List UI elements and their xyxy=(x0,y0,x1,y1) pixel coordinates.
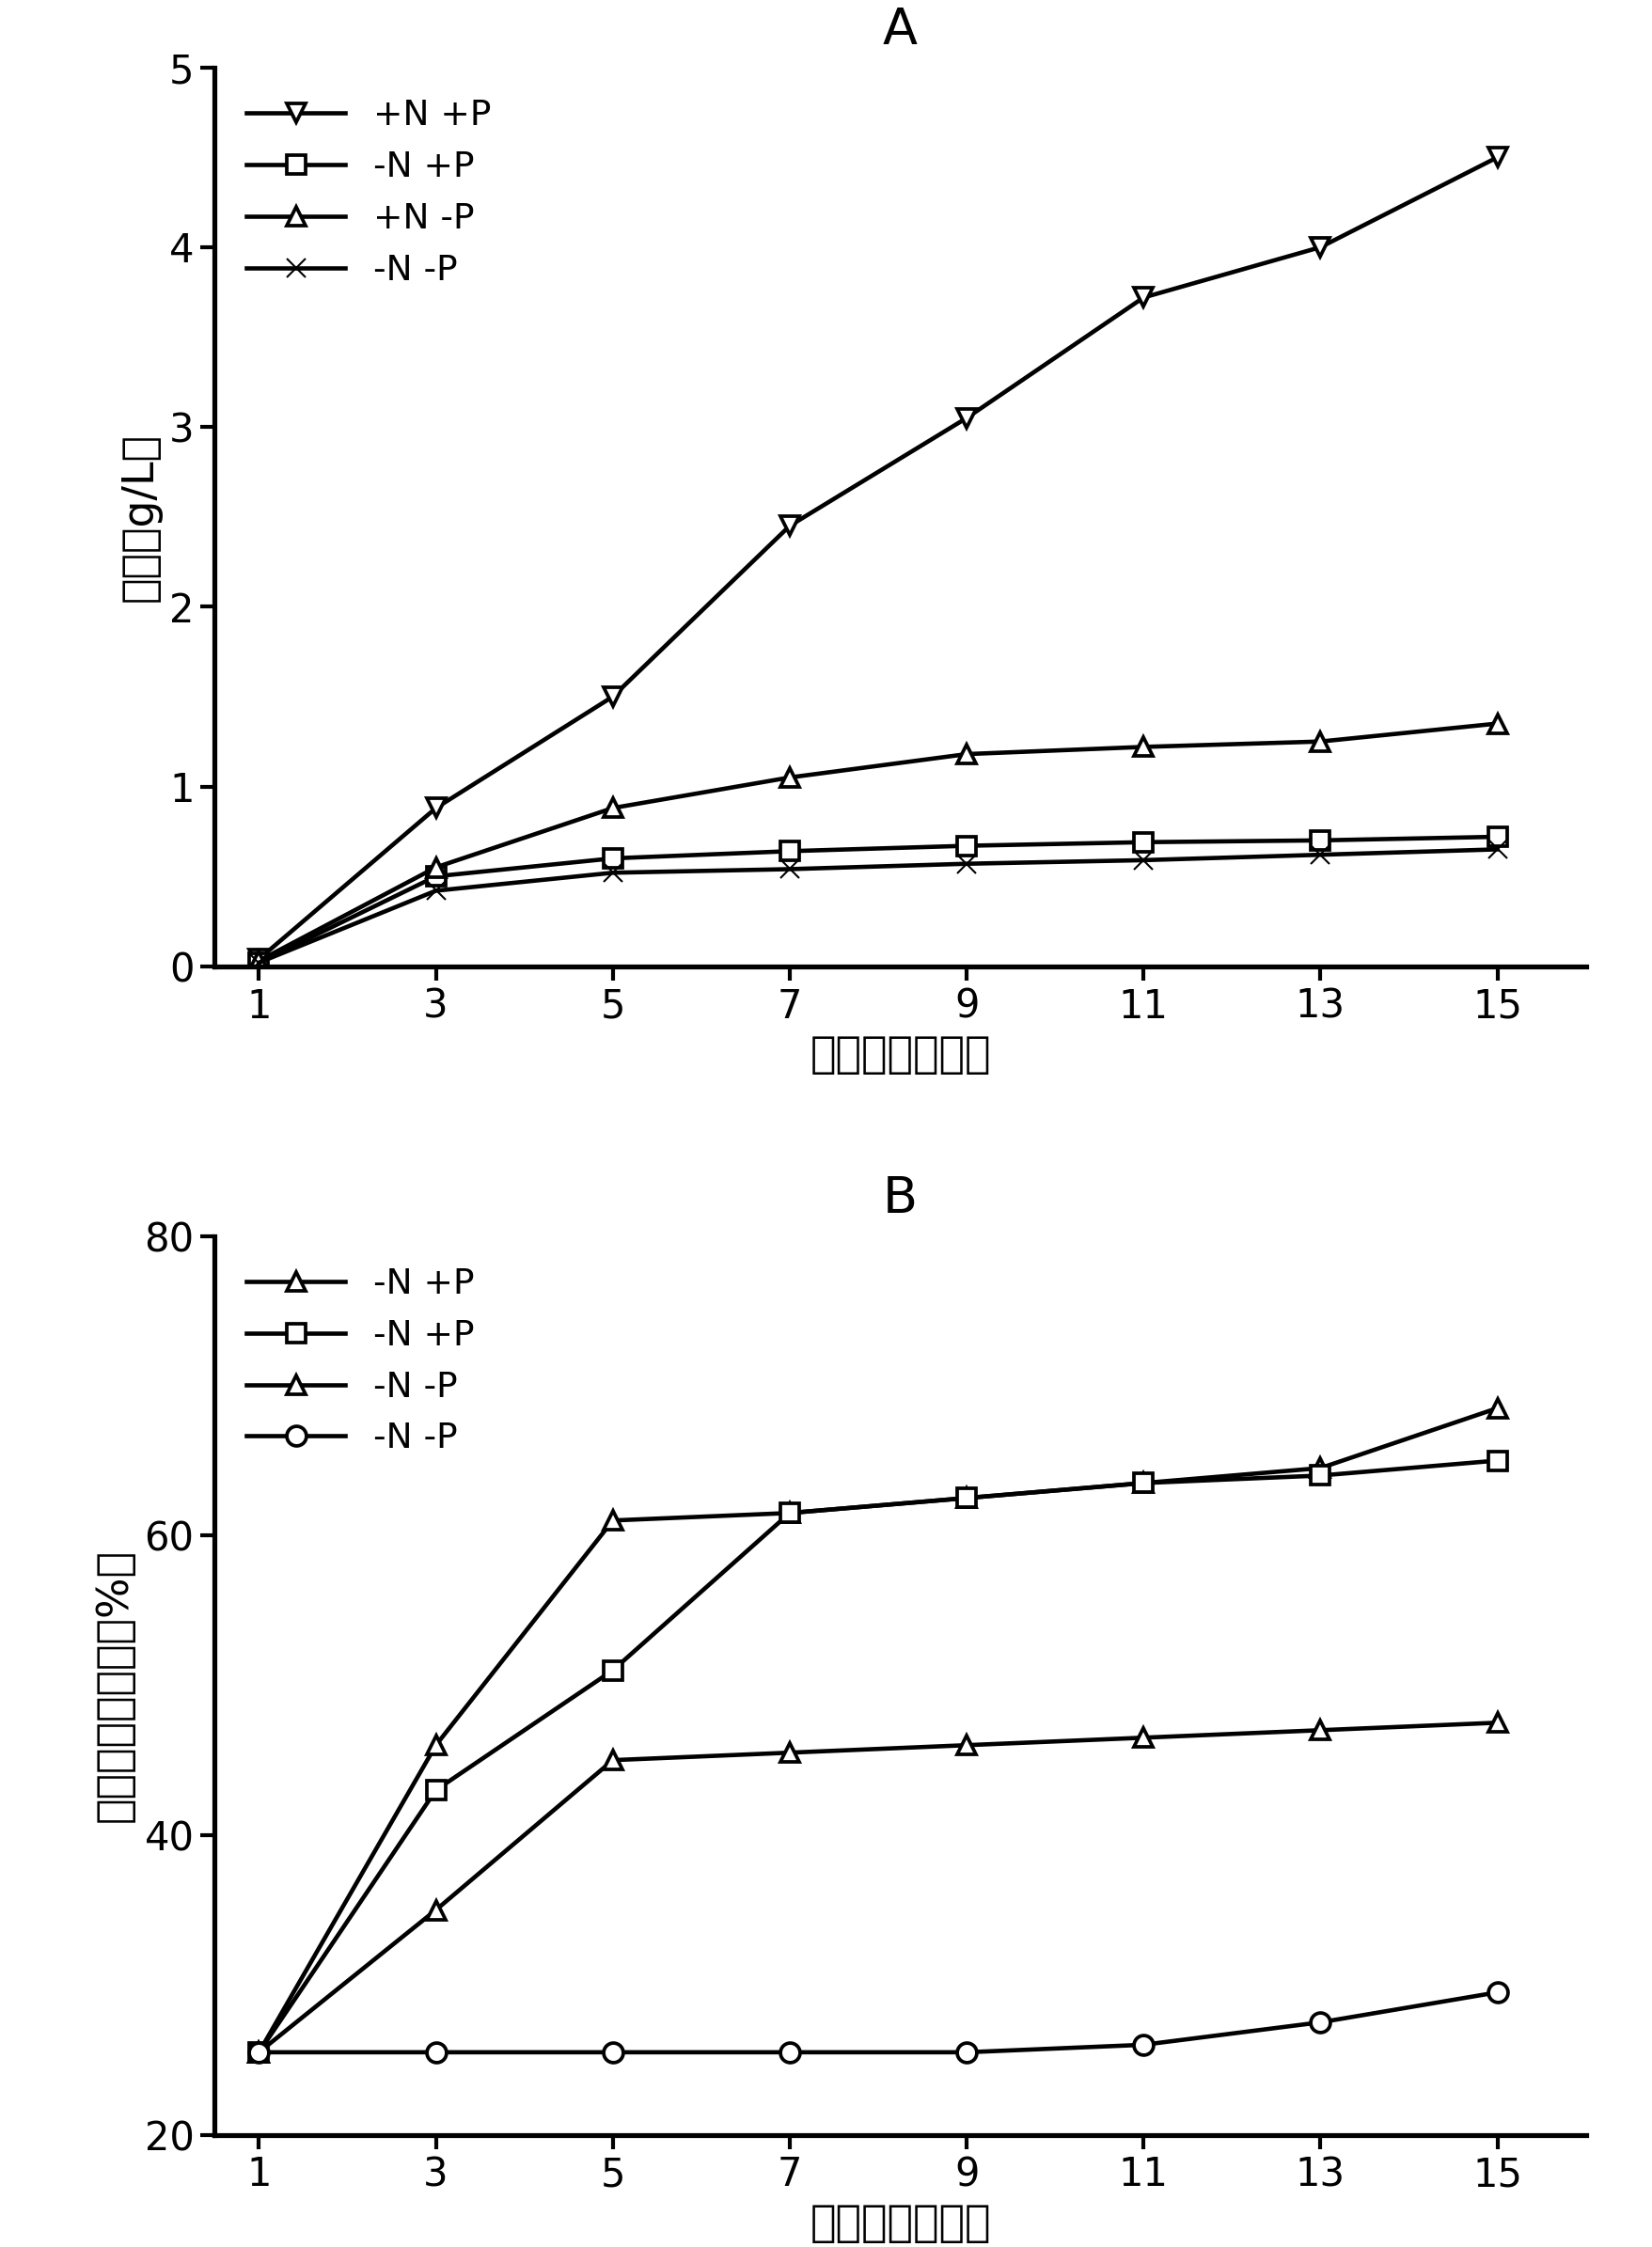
-N +P xyxy=(603,1656,623,1683)
-N -P xyxy=(603,1746,623,1773)
+N -P xyxy=(249,948,269,975)
-N +P xyxy=(249,2038,269,2065)
-N -P xyxy=(780,1739,800,1766)
-N -P xyxy=(1133,847,1153,874)
+N +P xyxy=(603,683,623,710)
+N -P xyxy=(1487,710,1507,737)
-N -P xyxy=(603,858,623,885)
-N -P xyxy=(249,948,269,975)
-N +P xyxy=(1133,1470,1153,1497)
-N -P xyxy=(1487,836,1507,863)
Line: -N +P: -N +P xyxy=(249,827,1507,973)
-N +P xyxy=(780,838,800,865)
-N +P xyxy=(426,1732,446,1759)
-N -P xyxy=(426,1896,446,1923)
+N -P xyxy=(957,742,976,768)
-N +P xyxy=(249,2038,269,2065)
-N -P xyxy=(780,2038,800,2065)
-N +P xyxy=(780,1499,800,1526)
-N -P xyxy=(780,856,800,883)
Line: -N -P: -N -P xyxy=(249,1712,1507,2063)
-N +P xyxy=(1310,827,1330,854)
Y-axis label: 脂类含量（干重的%）: 脂类含量（干重的%） xyxy=(94,1548,137,1822)
X-axis label: 培养时间（天）: 培养时间（天） xyxy=(809,1034,991,1076)
-N -P xyxy=(1310,2009,1330,2036)
-N -P xyxy=(426,876,446,903)
Title: B: B xyxy=(882,1173,919,1222)
+N -P xyxy=(1133,733,1153,759)
+N -P xyxy=(426,854,446,881)
-N +P xyxy=(1133,1470,1153,1497)
-N -P xyxy=(1133,1723,1153,1750)
Legend: -N +P, -N +P, -N -P, -N -P: -N +P, -N +P, -N -P, -N -P xyxy=(233,1254,489,1470)
Line: +N +P: +N +P xyxy=(249,148,1507,968)
Legend: +N +P, -N +P, +N -P, -N -P: +N +P, -N +P, +N -P, -N -P xyxy=(233,85,506,301)
-N +P xyxy=(957,1485,976,1512)
+N -P xyxy=(780,764,800,791)
+N +P xyxy=(1310,234,1330,261)
Line: -N +P: -N +P xyxy=(249,1398,1507,2063)
-N -P xyxy=(1310,840,1330,867)
-N -P xyxy=(957,2038,976,2065)
+N -P xyxy=(1310,728,1330,755)
-N +P xyxy=(1487,1447,1507,1474)
Line: -N -P: -N -P xyxy=(249,1982,1507,2063)
-N -P xyxy=(957,1732,976,1759)
+N +P xyxy=(1487,144,1507,171)
-N +P xyxy=(426,1777,446,1804)
Title: A: A xyxy=(882,4,919,54)
-N +P xyxy=(1133,829,1153,856)
-N +P xyxy=(249,948,269,975)
-N -P xyxy=(1487,1710,1507,1737)
-N +P xyxy=(780,1499,800,1526)
-N +P xyxy=(957,1485,976,1512)
-N -P xyxy=(426,2038,446,2065)
-N -P xyxy=(249,2038,269,2065)
+N +P xyxy=(780,512,800,539)
-N +P xyxy=(1487,1395,1507,1422)
-N +P xyxy=(1487,822,1507,849)
Line: +N -P: +N -P xyxy=(249,715,1507,971)
+N +P xyxy=(249,946,269,973)
-N +P xyxy=(1310,1454,1330,1481)
-N +P xyxy=(1310,1463,1330,1490)
+N +P xyxy=(426,795,446,822)
X-axis label: 培养时间（天）: 培养时间（天） xyxy=(809,2202,991,2245)
-N +P xyxy=(426,863,446,890)
Line: -N +P: -N +P xyxy=(249,1452,1507,2063)
+N -P xyxy=(603,795,623,822)
Line: -N -P: -N -P xyxy=(249,840,1507,973)
-N +P xyxy=(957,831,976,858)
-N +P xyxy=(603,845,623,872)
+N +P xyxy=(957,404,976,431)
-N -P xyxy=(957,849,976,876)
-N -P xyxy=(603,2038,623,2065)
-N -P xyxy=(249,2038,269,2065)
Y-axis label: 干重（g/L）: 干重（g/L） xyxy=(119,431,162,602)
-N -P xyxy=(1487,1980,1507,2007)
-N -P xyxy=(1133,2031,1153,2058)
-N -P xyxy=(1310,1717,1330,1744)
+N +P xyxy=(1133,283,1153,310)
-N +P xyxy=(603,1508,623,1535)
